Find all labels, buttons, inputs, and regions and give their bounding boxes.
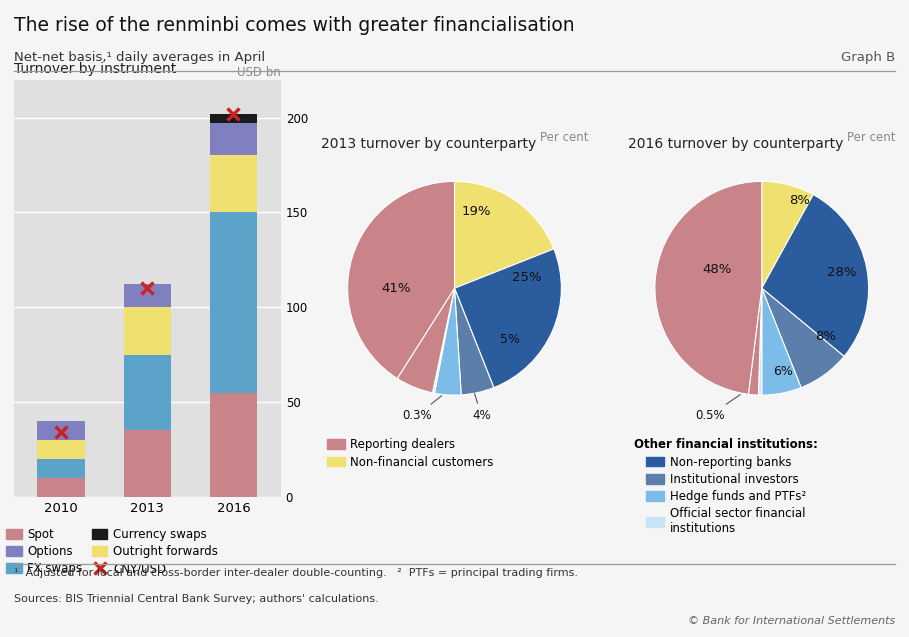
Text: 5%: 5% <box>500 333 520 346</box>
Legend: Spot, Options, FX swaps, Currency swaps, Outright forwards, CNY/USD: Spot, Options, FX swaps, Currency swaps,… <box>6 528 218 575</box>
Text: Per cent: Per cent <box>540 131 588 144</box>
Wedge shape <box>347 182 454 378</box>
Wedge shape <box>762 288 801 395</box>
Legend: Non-reporting banks, Institutional investors, Hedge funds and PTFs², Official se: Non-reporting banks, Institutional inves… <box>634 438 818 535</box>
Text: The rise of the renminbi comes with greater financialisation: The rise of the renminbi comes with grea… <box>14 16 574 35</box>
Bar <box>37 459 85 478</box>
Text: 0.3%: 0.3% <box>403 396 442 422</box>
Wedge shape <box>762 182 814 288</box>
Bar <box>37 421 85 440</box>
Bar <box>210 123 257 155</box>
Wedge shape <box>654 182 762 394</box>
Text: Graph B: Graph B <box>841 51 895 64</box>
Text: 19%: 19% <box>461 204 491 218</box>
Bar <box>37 478 85 497</box>
Bar <box>124 285 171 307</box>
Text: 0.5%: 0.5% <box>695 394 740 422</box>
Wedge shape <box>454 182 554 288</box>
Wedge shape <box>433 288 454 393</box>
Wedge shape <box>435 288 461 395</box>
Wedge shape <box>758 288 762 395</box>
Wedge shape <box>454 288 494 395</box>
Text: Sources: BIS Triennial Central Bank Survey; authors' calculations.: Sources: BIS Triennial Central Bank Surv… <box>14 594 378 604</box>
Bar <box>124 307 171 355</box>
Text: 6%: 6% <box>774 365 793 378</box>
Wedge shape <box>762 288 844 387</box>
Wedge shape <box>454 249 562 387</box>
Wedge shape <box>397 288 454 393</box>
Text: Net-net basis,¹ daily averages in April: Net-net basis,¹ daily averages in April <box>14 51 265 64</box>
Bar <box>210 155 257 212</box>
Text: 8%: 8% <box>815 330 836 343</box>
Bar <box>210 212 257 392</box>
Text: ¹  Adjusted for local and cross-border inter-dealer double-counting.   ²  PTFs =: ¹ Adjusted for local and cross-border in… <box>14 568 577 578</box>
Text: Turnover by instrument: Turnover by instrument <box>14 62 175 76</box>
Bar <box>210 114 257 123</box>
Bar <box>210 392 257 497</box>
Text: 2016 turnover by counterparty: 2016 turnover by counterparty <box>628 137 844 151</box>
Text: © Bank for International Settlements: © Bank for International Settlements <box>688 615 895 626</box>
Legend: Reporting dealers, Non-financial customers: Reporting dealers, Non-financial custome… <box>327 438 494 469</box>
Text: Per cent: Per cent <box>847 131 895 144</box>
Bar <box>124 355 171 431</box>
Text: 25%: 25% <box>513 271 542 284</box>
Text: USD bn: USD bn <box>237 66 281 79</box>
Text: 28%: 28% <box>827 266 856 279</box>
Bar <box>124 431 171 497</box>
Text: 8%: 8% <box>789 194 810 207</box>
Wedge shape <box>748 288 762 395</box>
Text: 4%: 4% <box>472 394 491 422</box>
Text: 41%: 41% <box>381 282 411 295</box>
Bar <box>37 440 85 459</box>
Wedge shape <box>762 194 869 356</box>
Text: 48%: 48% <box>702 262 732 276</box>
Text: 2013 turnover by counterparty: 2013 turnover by counterparty <box>321 137 536 151</box>
